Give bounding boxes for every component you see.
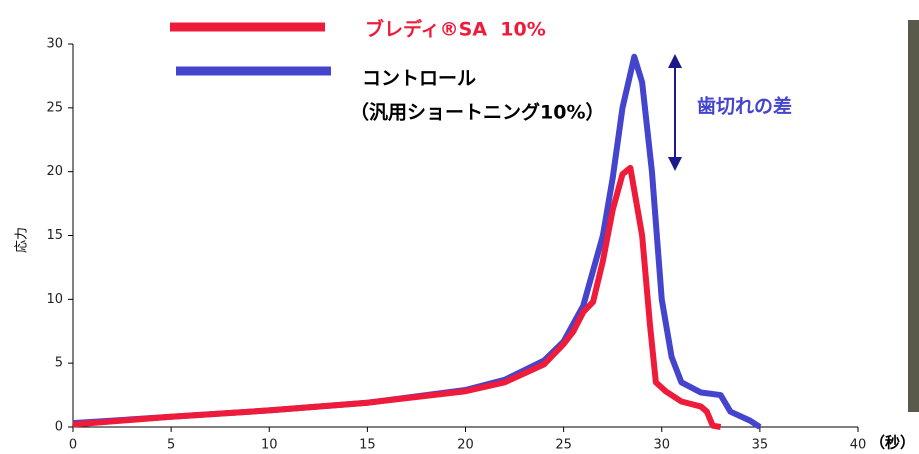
y-tick-label: 15 [46,228,63,243]
x-tick-label: 10 [261,438,278,453]
legend-note: （汎用ショートニング10%） [350,101,604,124]
line [73,168,721,427]
annotation: 歯切れの差 [697,95,792,118]
legend-label: コントロール [362,68,476,90]
x-tick-label: 35 [752,438,769,453]
y-tick-label: 20 [46,164,63,179]
photo-edge [908,20,919,412]
page: 応力 （秒） 歯切れの差 0 5 10 15 20 25 30 0 5 10 15 20 25 30 35 4… [0,0,919,454]
y-tick-label: 5 [55,356,63,371]
x-axis-label: （秒） [870,434,915,452]
y-axis-label: 応力 [15,227,30,253]
x-tick-label: 40 [850,438,867,453]
x-tick-label: 30 [653,438,670,453]
legend-label: ブレディ®SA 10% [365,18,546,41]
y-tick-label: 0 [55,420,63,435]
x-tick-label: 0 [69,438,77,453]
y-tick-label: 30 [46,37,63,52]
x-tick-label: 5 [167,438,175,453]
y-tick-label: 10 [46,292,63,307]
x-tick-label: 25 [555,438,572,453]
x-tick-label: 20 [457,438,474,453]
x-tick-label: 15 [359,438,376,453]
chart: 応力 （秒） 歯切れの差 0 5 10 15 20 25 30 0 5 10 15 20 25 30 35 4… [0,0,919,454]
y-tick-label: 25 [46,100,63,115]
